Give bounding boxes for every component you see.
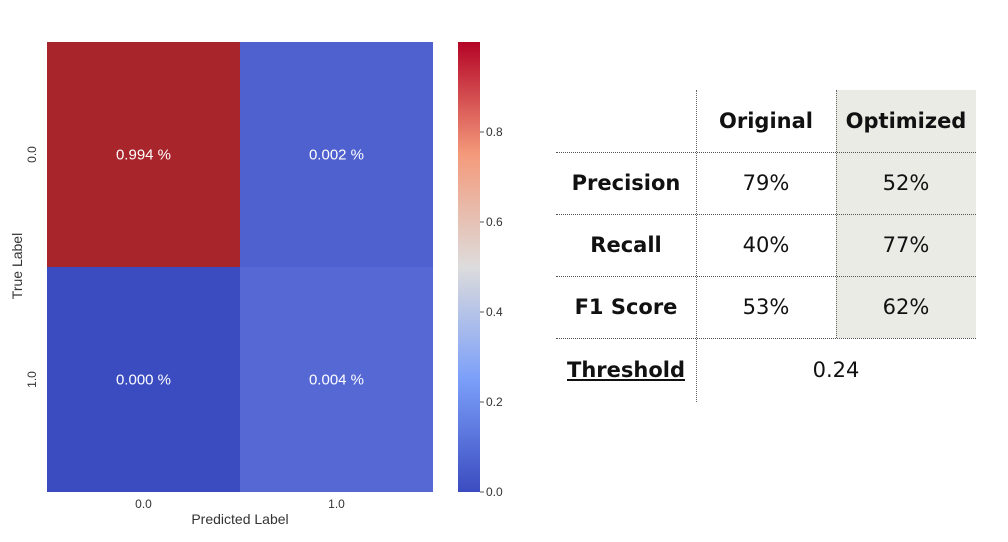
row-label-recall: Recall bbox=[590, 233, 662, 257]
header-optimized: Optimized bbox=[836, 90, 976, 152]
divider bbox=[836, 90, 837, 338]
colorbar-tick-label: 0.6 bbox=[486, 215, 503, 229]
recall-original: 40% bbox=[742, 233, 790, 257]
row-label-precision: Precision bbox=[571, 171, 681, 195]
y-axis-title: True Label bbox=[9, 233, 25, 299]
heatmap-cell-r1-c1 bbox=[240, 267, 433, 492]
x-tick-label: 0.0 bbox=[135, 497, 152, 511]
threshold-value: 0.24 bbox=[812, 358, 860, 382]
heatmap-cells bbox=[47, 42, 433, 492]
recall-optimized: 77% bbox=[836, 214, 976, 276]
threshold-label: Threshold bbox=[567, 358, 685, 382]
x-axis-title: Predicted Label bbox=[191, 511, 288, 527]
metrics-table: Original Optimized Precision 79% 52% Rec… bbox=[556, 90, 976, 402]
cell-label-r0-c1: 0.002 % bbox=[309, 147, 364, 164]
precision-original: 79% bbox=[742, 171, 790, 195]
header-original: Original bbox=[719, 109, 813, 133]
x-axis-ticks: 0.0 1.0 bbox=[135, 497, 345, 511]
f1-optimized: 62% bbox=[836, 276, 976, 338]
y-tick-label: 1.0 bbox=[25, 371, 39, 388]
cell-label-r0-c0: 0.994 % bbox=[116, 147, 171, 164]
row-label-f1: F1 Score bbox=[574, 295, 678, 319]
colorbar-ticks: 0.0 0.2 0.4 0.6 0.8 bbox=[480, 125, 503, 499]
divider bbox=[696, 90, 697, 402]
table-row: F1 Score 53% 62% bbox=[556, 276, 976, 338]
cell-label-r1-c0: 0.000 % bbox=[116, 372, 171, 389]
table-header-row: Original Optimized bbox=[556, 90, 976, 152]
threshold-label-cell: Threshold bbox=[556, 338, 696, 402]
divider bbox=[556, 338, 976, 339]
threshold-row: Threshold 0.24 bbox=[556, 338, 976, 402]
colorbar-tick-label: 0.2 bbox=[486, 395, 503, 409]
divider bbox=[556, 276, 976, 277]
cell-label-r1-c1: 0.004 % bbox=[309, 372, 364, 389]
x-tick-label: 1.0 bbox=[328, 497, 345, 511]
divider bbox=[556, 152, 976, 153]
colorbar-tick-label: 0.0 bbox=[486, 485, 503, 499]
f1-original: 53% bbox=[742, 295, 790, 319]
y-tick-label: 0.0 bbox=[25, 146, 39, 163]
colorbar bbox=[458, 42, 480, 492]
table-row: Recall 40% 77% bbox=[556, 214, 976, 276]
heatmap-cell-r0-c0 bbox=[47, 42, 240, 267]
precision-optimized: 52% bbox=[836, 152, 976, 214]
table-row: Precision 79% 52% bbox=[556, 152, 976, 214]
divider bbox=[556, 214, 976, 215]
heatmap-cell-labels: 0.994 % 0.002 % 0.000 % 0.004 % bbox=[116, 147, 364, 389]
heatmap-cell-r0-c1 bbox=[240, 42, 433, 267]
colorbar-tick-label: 0.8 bbox=[486, 125, 503, 139]
y-axis-ticks: 0.0 1.0 bbox=[25, 146, 39, 388]
heatmap-cell-r1-c0 bbox=[47, 267, 240, 492]
colorbar-tick-label: 0.4 bbox=[486, 305, 503, 319]
